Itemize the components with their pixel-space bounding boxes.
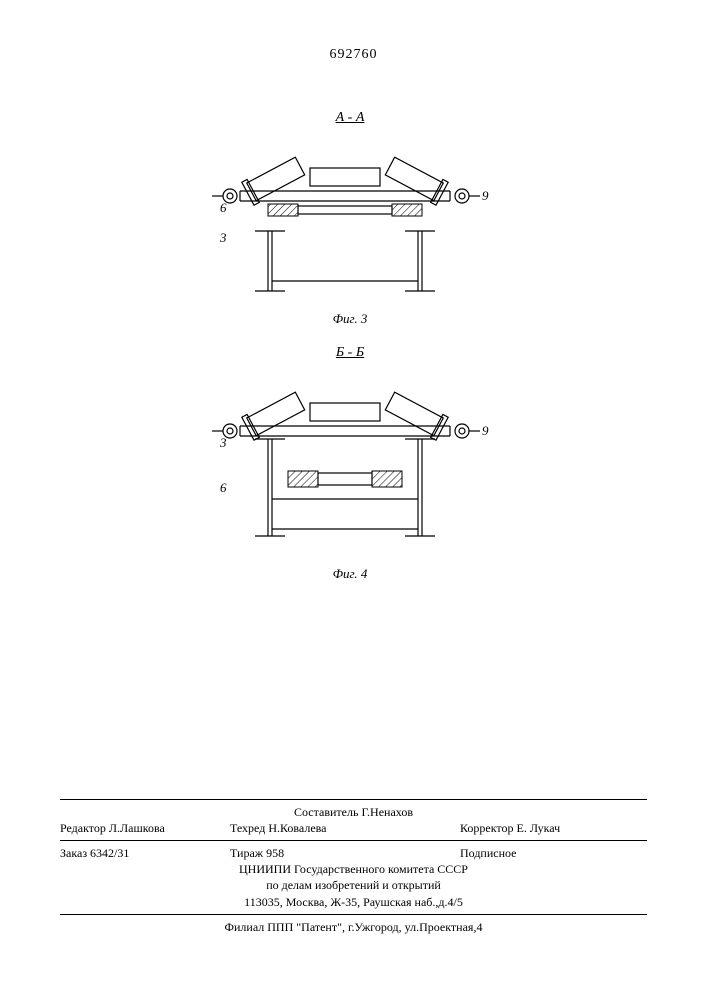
fig3-drawing <box>200 126 500 306</box>
fig3-callout-6: 6 <box>220 200 227 216</box>
circulation: Тираж 958 <box>230 845 460 861</box>
compiler-line: Составитель Г.Ненахов <box>60 804 647 820</box>
fig3-caption: Фиг. 3 <box>200 311 500 327</box>
fig4-drawing <box>200 361 500 561</box>
credits-line: Редактор Л.Лашкова Техред Н.Ковалева Кор… <box>60 820 647 836</box>
divider <box>60 840 647 841</box>
org1: ЦНИИПИ Государственного комитета СССР <box>60 861 647 877</box>
order-line: Заказ 6342/31 Тираж 958 Подписное <box>60 845 647 861</box>
fig4-section-label: Б - Б <box>200 345 500 361</box>
fig3-callout-3: 3 <box>220 230 227 246</box>
address: 113035, Москва, Ж-35, Раушская наб.,д.4/… <box>60 894 647 910</box>
fig3-section-label: А - А <box>200 110 500 126</box>
editor: Редактор Л.Лашкова <box>60 820 230 836</box>
figure-4: Б - Б <box>200 345 500 582</box>
techred: Техред Н.Ковалева <box>230 820 460 836</box>
fig3-callout-9: 9 <box>482 188 489 204</box>
divider <box>60 799 647 800</box>
fig4-callout-6: 6 <box>220 480 227 496</box>
subscription: Подписное <box>460 845 647 861</box>
fig4-caption: Фиг. 4 <box>200 566 500 582</box>
fig4-callout-3: 3 <box>220 435 227 451</box>
org2: по делам изобретений и открытий <box>60 877 647 893</box>
branch: Филиал ППП "Патент", г.Ужгород, ул.Проек… <box>60 919 647 935</box>
figure-3: А - А <box>200 110 500 327</box>
order: Заказ 6342/31 <box>60 845 230 861</box>
fig4-callout-9: 9 <box>482 423 489 439</box>
corrector: Корректор Е. Лукач <box>460 820 647 836</box>
divider <box>60 914 647 915</box>
patent-number: 692760 <box>0 47 707 63</box>
footer: Составитель Г.Ненахов Редактор Л.Лашкова… <box>60 795 647 935</box>
figures-area: А - А <box>0 100 707 700</box>
page: 692760 А - А <box>0 0 707 1000</box>
